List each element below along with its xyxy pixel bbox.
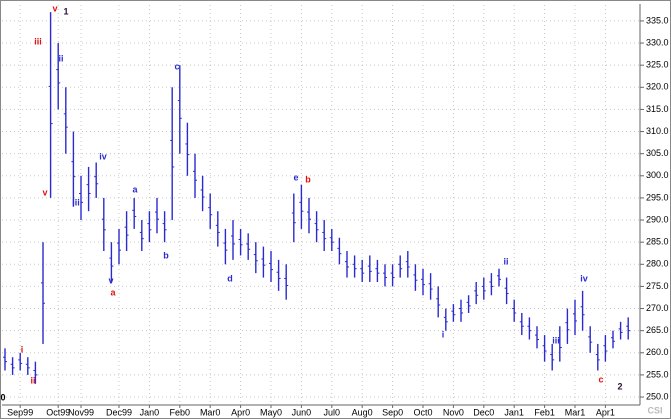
wave-label: ii xyxy=(58,53,63,63)
x-tick-label: Oct99 xyxy=(46,407,70,417)
y-tick-label: 325.0 xyxy=(646,60,669,70)
y-tick-label: 310.0 xyxy=(646,126,669,136)
y-tick-label: 250.0 xyxy=(646,391,669,401)
y-tick-label: 305.0 xyxy=(646,148,669,158)
y-tick-label: 295.0 xyxy=(646,192,669,202)
y-tick-label: 315.0 xyxy=(646,104,669,114)
x-tick-label: Apr1 xyxy=(596,407,615,417)
y-tick-label: 265.0 xyxy=(646,325,669,335)
wave-label: iii xyxy=(72,197,80,207)
x-tick-label: Mar0 xyxy=(200,407,221,417)
y-tick-label: 330.0 xyxy=(646,37,669,47)
y-tick-label: 320.0 xyxy=(646,82,669,92)
wave-label: b xyxy=(305,174,311,184)
y-tick-label: 290.0 xyxy=(646,214,669,224)
y-tick-label: 280.0 xyxy=(646,259,669,269)
y-tick-label: 300.0 xyxy=(646,170,669,180)
wave-label: v xyxy=(42,187,47,197)
wave-label: i xyxy=(21,344,24,354)
x-tick-label: Apr0 xyxy=(231,407,250,417)
wave-label: a xyxy=(110,287,116,297)
watermark: CSI xyxy=(647,405,662,415)
x-tick-label: May0 xyxy=(260,407,282,417)
x-tick-label: Nov99 xyxy=(68,407,94,417)
x-tick-label: Sep99 xyxy=(7,407,33,417)
wave-label: c xyxy=(598,374,603,384)
x-tick-label: Feb0 xyxy=(170,407,191,417)
wave-label: v xyxy=(52,3,57,13)
x-tick-label: Jan1 xyxy=(504,407,524,417)
wave-label: 2 xyxy=(617,381,622,391)
x-tick-label: Mar1 xyxy=(565,407,586,417)
y-tick-label: 285.0 xyxy=(646,237,669,247)
y-tick-label: 270.0 xyxy=(646,303,669,313)
x-tick-label: Nov0 xyxy=(443,407,464,417)
wave-label: iii xyxy=(552,335,560,345)
wave-label: 1 xyxy=(63,6,68,16)
x-tick-label: Dec99 xyxy=(106,407,132,417)
wave-label: b xyxy=(163,250,169,260)
wave-label: a xyxy=(132,184,138,194)
x-tick-label: Dec0 xyxy=(473,407,494,417)
x-tick-label: Jun0 xyxy=(292,407,312,417)
wave-label: iv xyxy=(99,151,107,161)
x-tick-label: Aug0 xyxy=(352,407,373,417)
wave-label: d xyxy=(227,273,233,283)
wave-label: iii xyxy=(34,36,42,46)
y-tick-label: 275.0 xyxy=(646,281,669,291)
y-tick-label: 335.0 xyxy=(646,15,669,25)
wave-label: ii xyxy=(503,256,508,266)
wave-label: e xyxy=(293,172,298,182)
x-tick-label: Jan0 xyxy=(140,407,160,417)
x-tick-label: Sep0 xyxy=(382,407,403,417)
wave-label: 0 xyxy=(0,392,5,402)
wave-label: v xyxy=(108,275,113,285)
wave-label: c xyxy=(174,61,179,71)
wave-label: i xyxy=(442,329,445,339)
x-tick-label: Jul0 xyxy=(324,407,341,417)
x-tick-label: Feb1 xyxy=(534,407,555,417)
x-tick-label: Oct0 xyxy=(413,407,432,417)
wave-label: ii xyxy=(30,375,35,385)
y-tick-label: 255.0 xyxy=(646,369,669,379)
wave-label: iv xyxy=(580,273,588,283)
y-tick-label: 260.0 xyxy=(646,347,669,357)
